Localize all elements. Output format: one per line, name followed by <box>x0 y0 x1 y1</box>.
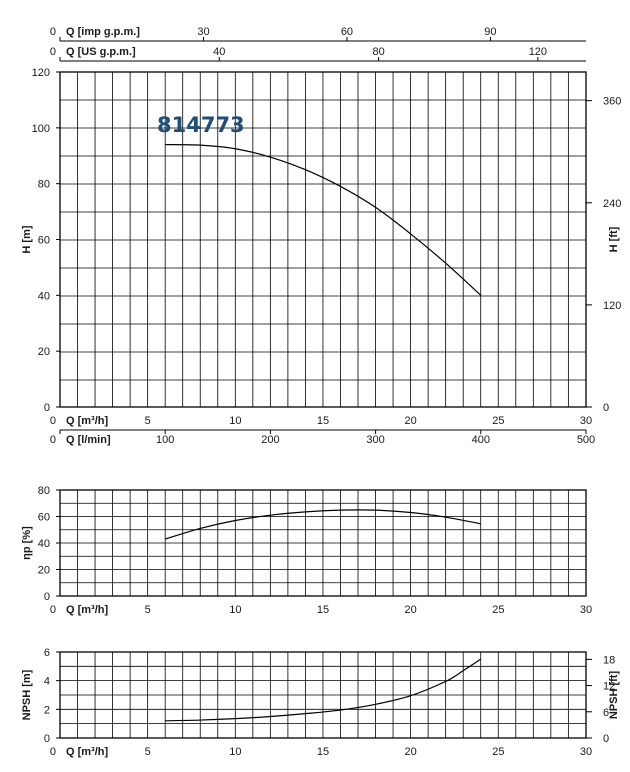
npsh-curve <box>165 658 482 722</box>
y-right-tick-label: 120 <box>603 300 621 312</box>
efficiency-curve <box>165 509 481 540</box>
x-tick-label: 20 <box>405 604 417 616</box>
x-tick-label: 10 <box>229 746 241 758</box>
y-tick-label: 40 <box>38 290 50 302</box>
secondary-tick-label: 0 <box>50 46 56 58</box>
y-right-tick-label: 360 <box>603 96 621 108</box>
y-tick-label: 20 <box>38 346 50 358</box>
secondary-tick-label: 90 <box>484 26 496 38</box>
y-right-tick-label: 6 <box>603 707 609 719</box>
y-tick-label: 6 <box>44 647 50 659</box>
secondary-tick-label: 0 <box>50 434 56 446</box>
plot-frame <box>59 651 587 739</box>
secondary-tick-label: 300 <box>366 434 384 446</box>
x-tick-label: 25 <box>492 415 504 427</box>
secondary-tick-label: 200 <box>261 434 279 446</box>
x-tick-label: 0 <box>50 415 56 427</box>
secondary-axis-label: Q [l/min] <box>66 434 111 446</box>
y-tick-label: 80 <box>38 485 50 497</box>
y-right-tick-label: 240 <box>603 198 621 210</box>
y-axis-label: NPSH [m] <box>21 669 33 720</box>
x-tick-label: 25 <box>492 604 504 616</box>
x-tick-label: 15 <box>317 604 329 616</box>
y-right-tick-label: 0 <box>603 733 609 745</box>
x-tick-label: 5 <box>145 604 151 616</box>
secondary-tick-label: 60 <box>341 26 353 38</box>
y-tick-label: 100 <box>32 123 50 135</box>
x-axis-label: Q [m³/h] <box>66 604 108 616</box>
y-tick-label: 4 <box>44 676 50 688</box>
secondary-axis-label: Q [US g.p.m.] <box>66 46 136 58</box>
y-tick-label: 0 <box>44 591 50 603</box>
secondary-tick-label: 500 <box>577 434 595 446</box>
x-tick-label: 10 <box>229 415 241 427</box>
x-tick-label: 10 <box>229 604 241 616</box>
secondary-tick-label: 30 <box>197 26 209 38</box>
x-axis-label: Q [m³/h] <box>66 415 108 427</box>
y-tick-label: 60 <box>38 235 50 247</box>
secondary-tick-label: 40 <box>213 46 225 58</box>
y-right-axis-label: NPSH [ft] <box>608 671 620 720</box>
y-tick-label: 0 <box>44 402 50 414</box>
x-tick-label: 15 <box>317 415 329 427</box>
x-tick-label: 20 <box>405 415 417 427</box>
y-right-tick-label: 18 <box>603 654 615 666</box>
npsh-chart: 0 2 4 6 0 6 12 18 NPSH [ft] NPSH [m] Q [m³/h] 0 5 10 1… <box>21 647 620 758</box>
y-tick-label: 2 <box>44 704 50 716</box>
x-tick-label: 5 <box>145 415 151 427</box>
secondary-tick-label: 120 <box>529 46 547 58</box>
y-tick-label: 120 <box>32 67 50 79</box>
x-tick-label: 0 <box>50 746 56 758</box>
x-tick-label: 25 <box>492 746 504 758</box>
x-tick-label: 30 <box>580 415 592 427</box>
secondary-tick-label: 80 <box>372 46 384 58</box>
x-axis-label: Q [m³/h] <box>66 746 108 758</box>
y-right-tick-label: 0 <box>603 402 609 414</box>
efficiency-chart: 0 20 40 60 80 ηp [%] Q [m³/h] 0 5 10 15 20 25 30 <box>21 485 592 616</box>
y-tick-label: 40 <box>38 538 50 550</box>
x-tick-label: 30 <box>580 604 592 616</box>
y-tick-label: 80 <box>38 179 50 191</box>
x-tick-label: 0 <box>50 604 56 616</box>
y-tick-label: 0 <box>44 733 50 745</box>
y-right-tick-label: 12 <box>603 681 615 693</box>
y-tick-label: 60 <box>38 512 50 524</box>
x-tick-label: 15 <box>317 746 329 758</box>
y-tick-label: 20 <box>38 565 50 577</box>
x-tick-label: 30 <box>580 746 592 758</box>
x-tick-label: 20 <box>405 746 417 758</box>
x-tick-label: 5 <box>145 746 151 758</box>
model-label: 814773 <box>157 113 245 137</box>
y-axis-label: ηp [%] <box>21 526 33 560</box>
secondary-tick-label: 0 <box>50 26 56 38</box>
secondary-tick-label: 100 <box>156 434 174 446</box>
secondary-axis-label: Q [imp g.p.m.] <box>66 26 140 38</box>
head-curve <box>165 143 482 296</box>
secondary-tick-label: 400 <box>472 434 490 446</box>
y-right-axis-label: H [ft] <box>608 226 620 252</box>
y-axis-label: H [m] <box>21 225 33 253</box>
